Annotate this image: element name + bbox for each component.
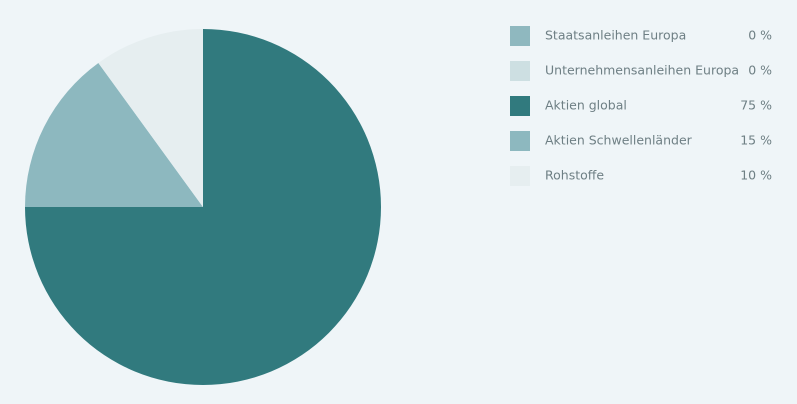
legend-label: Unternehmensanleihen Europa — [545, 63, 739, 78]
legend-swatch — [510, 61, 530, 81]
legend-label: Rohstoffe — [545, 168, 604, 183]
legend-swatch — [510, 96, 530, 116]
legend-label: Aktien Schwellenländer — [545, 133, 693, 148]
legend-swatch — [510, 166, 530, 186]
legend-value: 10 % — [740, 168, 772, 183]
legend-value: 0 % — [748, 63, 772, 78]
legend-label: Aktien global — [545, 98, 627, 113]
legend-swatch — [510, 131, 530, 151]
pie-slice — [25, 62, 203, 207]
legend-swatch — [510, 26, 530, 46]
legend-value: 75 % — [740, 98, 772, 113]
legend-value: 15 % — [740, 133, 772, 148]
legend-value: 0 % — [748, 28, 772, 43]
pie-slice — [98, 29, 203, 207]
legend-label: Staatsanleihen Europa — [545, 28, 686, 43]
